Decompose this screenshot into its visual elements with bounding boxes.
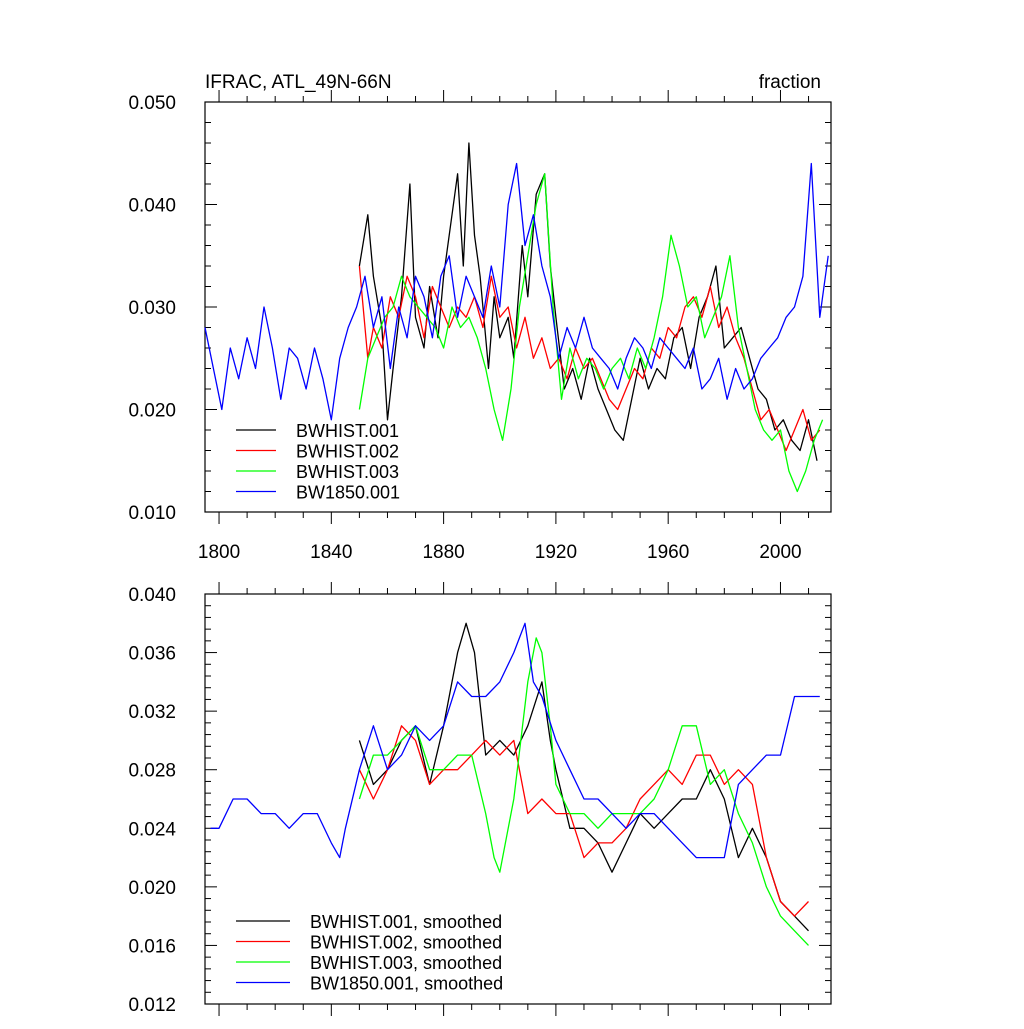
x-tick-label: 1960 xyxy=(647,542,689,563)
legend-label: BW1850.001 xyxy=(296,483,400,503)
x-tick-label: 2000 xyxy=(759,542,801,563)
y-tick-label: 0.036 xyxy=(128,644,176,665)
series-line-bwhist-001 xyxy=(358,142,818,461)
y-tick-label: 0.020 xyxy=(128,401,176,422)
y-tick-label: 0.016 xyxy=(128,936,176,957)
plot-frame xyxy=(204,593,832,1005)
series-line-bwhist-002 xyxy=(358,265,821,452)
legend-label: BWHIST.001 xyxy=(296,421,399,441)
y-tick-label: 0.024 xyxy=(128,819,176,840)
y-tick-label: 0.040 xyxy=(128,196,176,217)
y-tick-label: 0.032 xyxy=(128,702,176,723)
series-line-bwhist-002-smoothed xyxy=(358,725,809,917)
y-tick-label: 0.050 xyxy=(128,93,176,114)
y-tick-label: 0.030 xyxy=(128,298,176,319)
legend-label: BW1850.001, smoothed xyxy=(310,974,503,994)
x-tick-label: 1800 xyxy=(198,542,240,563)
series-line-bw1850-001 xyxy=(204,162,829,421)
series-line-bwhist-003 xyxy=(358,173,824,493)
top-panel: IFRAC, ATL_49N-66N fraction 0.010 0.020 0.03… xyxy=(128,72,832,563)
legend-label: BWHIST.003, smoothed xyxy=(310,953,502,973)
legend-label: BWHIST.002, smoothed xyxy=(310,933,502,953)
y-tick-label: 0.010 xyxy=(128,503,176,524)
series-line-bwhist-003-smoothed xyxy=(358,637,809,946)
x-tick-label: 1920 xyxy=(535,542,577,563)
bottom-panel: 0.012 0.016 0.020 0.024 0.028 0.032 0.036 0.040… xyxy=(128,582,832,1016)
y-tick-label: 0.040 xyxy=(128,585,176,606)
series-line-bw1850-001-smoothed xyxy=(210,622,820,859)
legend-label: BWHIST.002 xyxy=(296,442,399,462)
y-tick-label: 0.012 xyxy=(128,995,176,1016)
x-tick-label: 1840 xyxy=(310,542,352,563)
chart-title: IFRAC, ATL_49N-66N xyxy=(205,72,392,93)
y-tick-label: 0.028 xyxy=(128,761,176,782)
series-line-bwhist-001-smoothed xyxy=(358,622,809,932)
y-tick-label: 0.020 xyxy=(128,878,176,899)
units-label: fraction xyxy=(759,72,821,93)
legend-label: BWHIST.001, smoothed xyxy=(310,912,502,932)
legend-label: BWHIST.003 xyxy=(296,462,399,482)
x-tick-label: 1880 xyxy=(422,542,464,563)
